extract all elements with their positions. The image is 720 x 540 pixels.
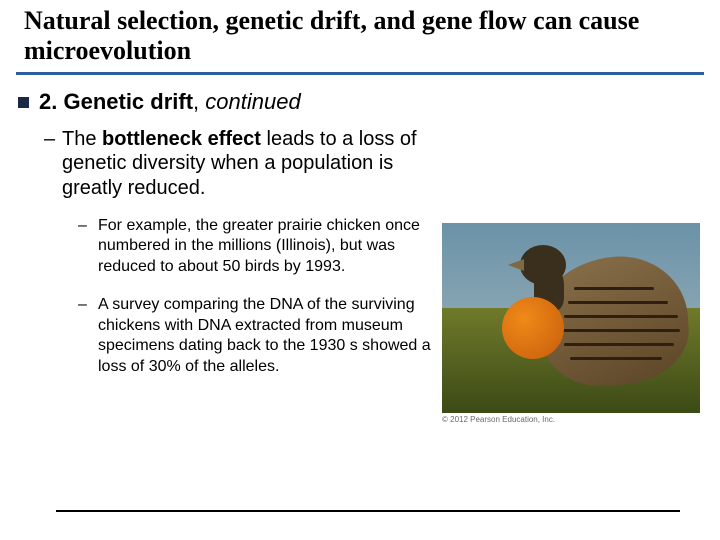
bird-air-sac xyxy=(502,297,564,359)
dash-icon: – xyxy=(44,127,62,151)
prairie-chicken-figure xyxy=(442,223,700,413)
subpoint-text: The bottleneck effect leads to a loss of… xyxy=(62,127,434,200)
stripe xyxy=(564,343,674,346)
stripe xyxy=(562,329,680,332)
heading-number: 2. xyxy=(39,89,63,114)
detail-text-2: A survey comparing the DNA of the surviv… xyxy=(98,295,434,377)
subpoint: – The bottleneck effect leads to a loss … xyxy=(44,127,434,216)
subpoint-bold: bottleneck effect xyxy=(102,128,261,150)
heading-text: 2. Genetic drift, continued xyxy=(39,89,301,115)
content-row: – The bottleneck effect leads to a loss … xyxy=(0,127,720,424)
detail-item: – A survey comparing the DNA of the surv… xyxy=(44,295,434,395)
figure-caption: © 2012 Pearson Education, Inc. xyxy=(442,413,700,424)
stripe xyxy=(574,287,654,290)
heading-continued: continued xyxy=(205,89,300,114)
square-bullet-icon xyxy=(18,97,29,108)
slide: Natural selection, genetic drift, and ge… xyxy=(0,0,720,540)
bird-head xyxy=(520,245,566,285)
subpoint-pre: The xyxy=(62,128,102,150)
detail-item: – For example, the greater prairie chick… xyxy=(44,216,434,295)
title-underline xyxy=(16,72,704,75)
stripe xyxy=(568,301,668,304)
detail-text-1: For example, the greater prairie chicken… xyxy=(98,216,434,277)
heading-bullet: 2. Genetic drift, continued xyxy=(0,89,720,127)
slide-title: Natural selection, genetic drift, and ge… xyxy=(0,0,720,70)
stripe xyxy=(570,357,662,360)
heading-term: Genetic drift xyxy=(63,89,193,114)
bird-beak-icon xyxy=(508,259,524,271)
heading-sep: , xyxy=(193,89,205,114)
dash-icon: – xyxy=(78,295,98,315)
dash-icon: – xyxy=(78,216,98,236)
stripe xyxy=(564,315,678,318)
text-column: – The bottleneck effect leads to a loss … xyxy=(44,127,442,395)
bottom-rule xyxy=(56,510,680,512)
figure-column: © 2012 Pearson Education, Inc. xyxy=(442,127,700,424)
